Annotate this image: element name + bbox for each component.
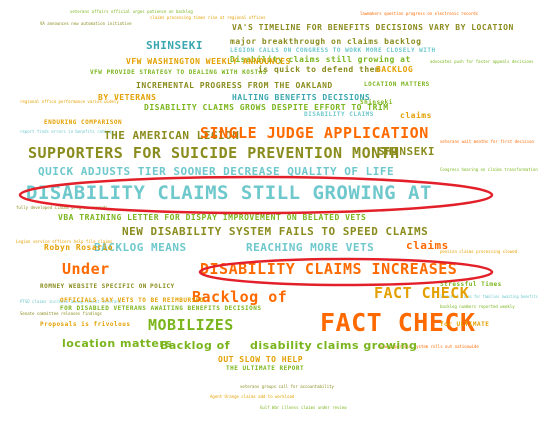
filler-text: backlog numbers reported weekly [440,304,515,309]
filler-text: Agent Orange claims add to workload [210,394,295,399]
filler-text: PTSD claims increase among recent vetera… [20,299,122,304]
headline-word: SHINSEKI [146,39,203,52]
headline-word: VBA TRAINING LETTER FOR DISPAY IMPROVEME… [58,213,367,222]
headline-word: BACKLOG MEANS [94,241,187,254]
headline-word: DISABILITY CLAIMS GROWS DESPITE EFFORT T… [144,103,389,112]
filler-text: Legion service officers help file claims [16,239,113,244]
headline-word: claims [400,111,432,120]
headline-word: HALTING BENEFITS DECISIONS [232,93,371,102]
headline-word: disability claims growing [250,339,418,352]
headline-word: POLICY [150,283,175,290]
headline-word: VA'S TIMELINE FOR BENEFITS DECISIONS VAR… [232,23,514,32]
headline-word: FACT CHECK [374,284,470,302]
headline-word: DISABILITY CLAIMS INCREASES [200,260,458,278]
headline-word: VFW PROVIDE STRATEGY TO DEALING WITH KOS… [90,69,267,76]
filler-text: fully developed claims program expands [16,205,108,210]
headline-word: Under [62,260,110,278]
headline-word: SUPPORTERS FOR SUICIDE PREVENTION MONTH [28,144,400,162]
headline-word: BACKLOG [376,65,414,74]
filler-text: pension claims processing slowed [440,249,518,254]
headline-word: ROMNEY WEBSITE SPECIFIC ON [40,283,147,290]
filler-text: Senate committee releases findings [20,311,102,316]
headline-word: Disability claims still growing at [230,55,411,64]
headline-word: Shinseki [360,99,393,106]
filler-text: Stressful times for families awaiting be… [440,294,538,299]
headline-word: MOBILIZES [148,316,234,334]
headline-word: LEGION CALLS ON CONGRESS TO WORK MORE CL… [230,47,436,54]
headline-word: INCREMENTAL PROGRESS FROM THE OAKLAND [136,81,333,90]
headline-word: DISABILITY CLAIMS [304,111,374,118]
headline-word: REACHING MORE VETS [246,241,375,254]
headline-word: THE ULTIMATE REPORT [226,365,305,372]
headline-word: Proposals is frivolous [40,321,131,328]
headline-word: FOR DISABLED VETERANS AWAITING BENEFITS … [60,305,262,312]
filler-text: veterans affairs official urges patience… [70,9,193,14]
headline-word: FACT CHECK [320,308,476,337]
headline-word: Stressful Times [440,281,502,288]
filler-text: Congress hearing on claims transformatio… [440,167,538,172]
headline-word: QUICK ADJUSTS TIER SOONER DECREASE QUALI… [38,165,395,178]
filler-text: veterans wait months for first decision [440,139,534,144]
filler-text: Gulf War illness claims under review [260,405,347,410]
headline-word: OFFICIALS SAY VETS TO BE REIMBURSED [60,297,204,304]
headline-word: claims [406,239,449,252]
headline-word: SINGLE JUDGE APPLICATION [200,124,429,142]
headline-word: ENDURING COMPARISON [44,119,123,126]
filler-text: lawmakers question progress on electroni… [360,11,479,16]
headline-word: NEW DISABILITY SYSTEM FAILS TO SPEED CLA… [122,225,429,238]
filler-text: advocates push for faster appeals decisi… [430,59,534,64]
filler-text: VA announces new automation initiative [40,21,132,26]
headline-word: OUT SLOW TO HELP [218,355,304,364]
filler-text: veterans groups call for accountability [240,384,334,389]
headline-word: Backlog of [160,339,231,352]
headline-word: for ULTIMATE [440,321,490,328]
filler-text: new paperless system rolls out nationwid… [380,344,479,349]
headline-word: VFW WASHINGTON WEEKLY ANNOUNCES [126,57,291,66]
headline-word: major breakthrough on claims backlog [230,37,422,46]
headline-word: BY VETERANS [98,93,157,102]
headline-word: LOCATION MATTERS [364,81,430,88]
filler-text: regional office performance varies widel… [20,99,119,104]
headline-word: SHINSEKI [378,145,435,158]
filler-text: report finds errors in benefits ratings [20,129,114,134]
headline-word: Backlog of [192,288,288,306]
headline-word: location matters [62,337,173,350]
filler-text: claims processing times rise at regional… [150,15,266,20]
headline-word: is quick to defend them [258,65,381,74]
headline-word: THE AMERICAN LEGION [104,129,240,142]
headline-word: DISABILITY CLAIMS STILL GROWING AT [26,182,432,204]
headline-word: Robyn Rosario [44,243,114,252]
